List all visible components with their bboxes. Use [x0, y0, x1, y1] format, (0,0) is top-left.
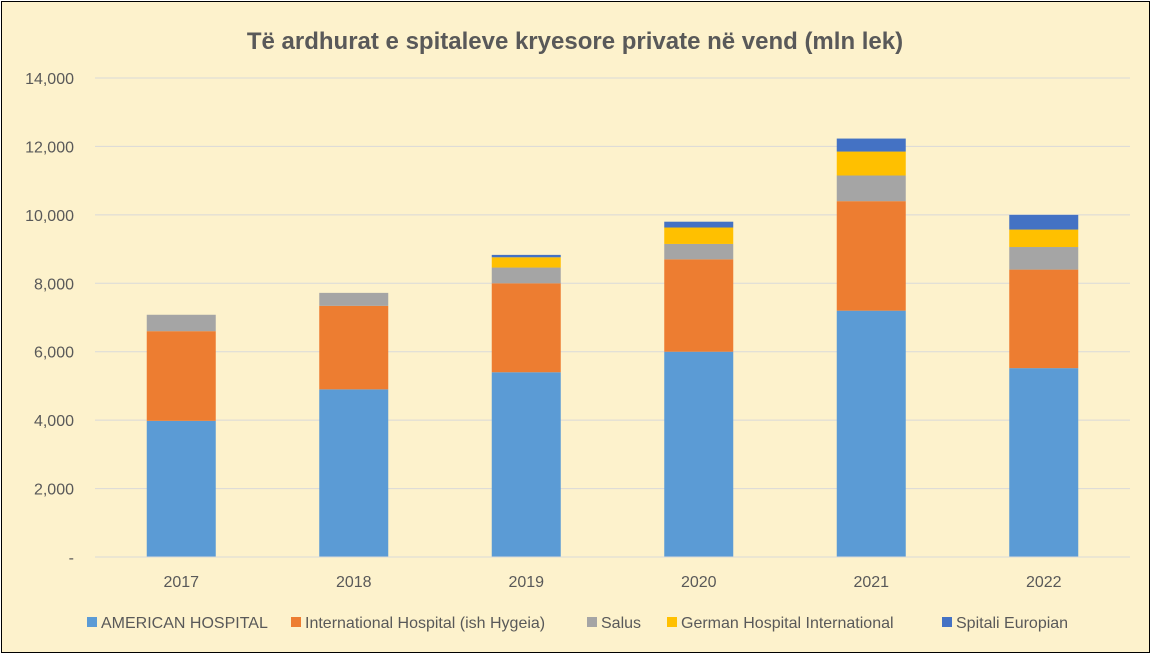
y-tick-label: 8,000 — [34, 276, 74, 293]
y-tick-label: 2,000 — [34, 482, 74, 499]
y-tick-label: 10,000 — [25, 208, 74, 225]
bar-segment — [491, 267, 561, 284]
x-axis-ticks: 2017 2018 2019 2020 2021 2022 — [163, 574, 1061, 591]
legend-label: German Hospital International — [681, 615, 894, 632]
legend-label: International Hospital (ish Hygeia) — [305, 615, 545, 632]
bar-segment — [836, 138, 906, 152]
x-tick-label: 2017 — [163, 574, 199, 591]
bar-segment — [146, 420, 216, 557]
x-tick-label: 2019 — [508, 574, 544, 591]
bar-segment — [664, 243, 734, 260]
bar-segment — [1009, 368, 1079, 557]
bar-segment — [319, 389, 389, 557]
y-tick-label: - — [69, 550, 74, 567]
x-tick-label: 2022 — [1026, 574, 1062, 591]
x-tick-label: 2021 — [853, 574, 889, 591]
legend-swatch — [87, 617, 97, 627]
bars — [146, 138, 1079, 557]
y-tick-label: 12,000 — [25, 139, 74, 156]
bar-segment — [1009, 269, 1079, 369]
legend-swatch — [942, 617, 952, 627]
bar-segment — [1009, 229, 1079, 248]
bar-segment — [836, 310, 906, 557]
legend-label: Salus — [601, 615, 641, 632]
bar-segment — [1009, 247, 1079, 270]
chart-title: Të ardhurat e spitaleve kryesore private… — [247, 28, 903, 55]
bar-segment — [1009, 214, 1079, 230]
legend-swatch — [291, 617, 301, 627]
bar-segment — [491, 372, 561, 557]
bar-segment — [146, 314, 216, 332]
bar-segment — [664, 227, 734, 244]
gridlines — [95, 77, 1130, 490]
legend-label: Spitali Europian — [956, 615, 1068, 632]
bar-segment — [491, 257, 561, 268]
y-axis-ticks: - 2,000 4,000 6,000 8,000 10,000 12,000 14,000 — [25, 71, 74, 567]
y-tick-label: 6,000 — [34, 345, 74, 362]
bar-segment — [319, 292, 389, 306]
x-tick-label: 2020 — [681, 574, 717, 591]
bar-segment — [664, 351, 734, 557]
bar-segment — [836, 151, 906, 176]
bar-segment — [836, 175, 906, 202]
bar-segment — [146, 331, 216, 421]
bar-segment — [836, 201, 906, 311]
legend-label: AMERICAN HOSPITAL — [101, 615, 268, 632]
bar-segment — [664, 221, 734, 228]
legend-swatch — [667, 617, 677, 627]
legend: AMERICAN HOSPITAL International Hospital … — [87, 615, 1068, 632]
y-tick-label: 4,000 — [34, 413, 74, 430]
bar-segment — [491, 254, 561, 258]
bar-segment — [491, 283, 561, 373]
y-tick-label: 14,000 — [25, 71, 74, 88]
bar-segment — [319, 305, 389, 390]
x-tick-label: 2018 — [336, 574, 372, 591]
legend-swatch — [587, 617, 597, 627]
bar-segment — [664, 259, 734, 352]
